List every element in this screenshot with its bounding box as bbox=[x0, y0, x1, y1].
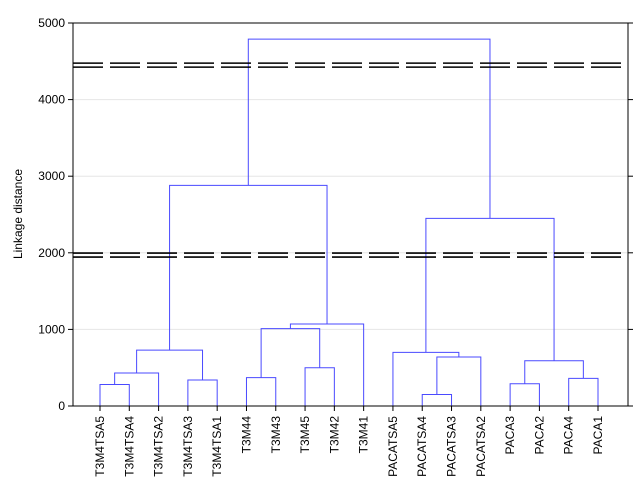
leaf-label: PACATSA2 bbox=[474, 416, 488, 477]
leaf-label: T3M4TSA4 bbox=[122, 416, 136, 477]
leaf-label: T3M43 bbox=[269, 416, 283, 454]
y-tick-label: 1000 bbox=[38, 322, 65, 336]
cut-lines bbox=[73, 62, 628, 258]
leaf-label: PACA4 bbox=[562, 416, 576, 455]
leaf-label: T3M4TSA1 bbox=[210, 416, 224, 477]
leaf-label: T3M45 bbox=[298, 416, 312, 454]
dendrogram-links bbox=[99, 38, 599, 406]
dendrogram-link bbox=[247, 38, 491, 219]
y-axis: 0 1000 2000 3000 4000 5000 bbox=[38, 16, 633, 413]
y-tick-label: 3000 bbox=[38, 169, 65, 183]
leaf-label: PACATSA3 bbox=[445, 416, 459, 477]
y-axis-label: Linkage distance bbox=[11, 169, 25, 259]
leaf-label: PACA2 bbox=[532, 416, 546, 455]
leaf-label: PACATSA5 bbox=[386, 416, 400, 477]
plot-frame bbox=[72, 22, 629, 407]
y-tick-label: 0 bbox=[58, 399, 65, 413]
y-tick-label: 2000 bbox=[38, 246, 65, 260]
leaf-label: T3M4TSA3 bbox=[181, 416, 195, 477]
leaf-label: T3M4TSA5 bbox=[93, 416, 107, 477]
leaf-label: T3M44 bbox=[239, 416, 253, 454]
leaf-label: T3M4TSA2 bbox=[152, 416, 166, 477]
y-tick-label: 5000 bbox=[38, 16, 65, 30]
y-tick-label: 4000 bbox=[38, 93, 65, 107]
leaf-labels: T3M4TSA5 T3M4TSA4 T3M4TSA2 T3M4TSA3 T3M4TSA1… bbox=[93, 406, 605, 477]
leaf-label: PACA3 bbox=[503, 416, 517, 455]
leaf-label: T3M42 bbox=[327, 416, 341, 454]
leaf-label: PACA1 bbox=[591, 416, 605, 455]
leaf-label: PACATSA4 bbox=[415, 416, 429, 477]
leaf-label: T3M41 bbox=[357, 416, 371, 454]
